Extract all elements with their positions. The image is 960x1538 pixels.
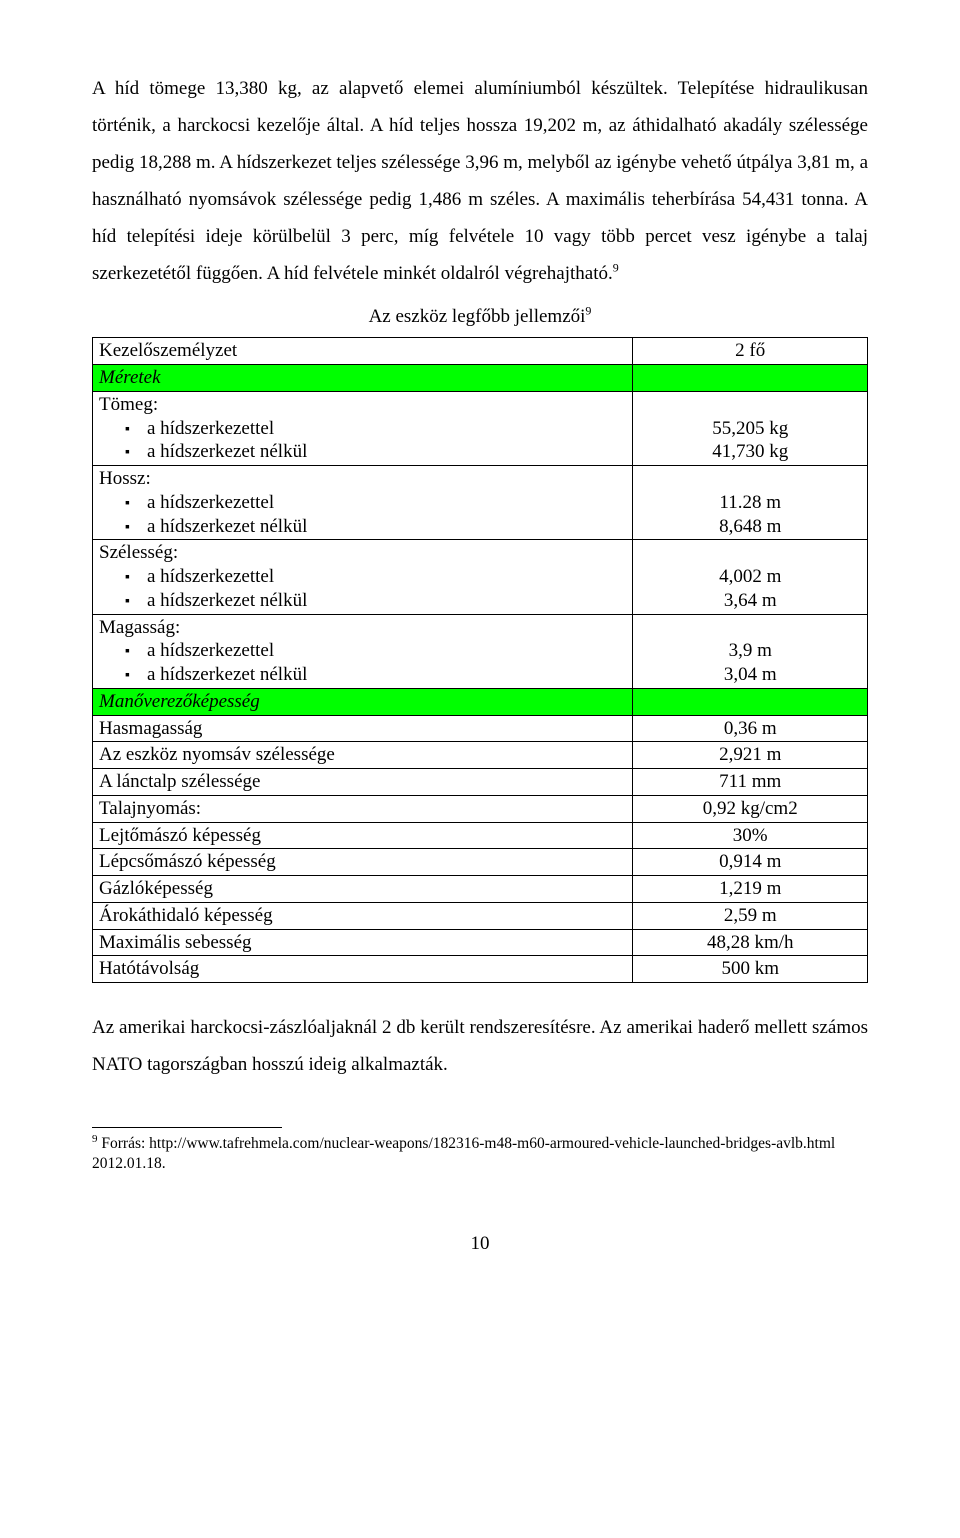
bullet-text: a hídszerkezet nélkül (147, 664, 307, 685)
cell-label: Lépcsőmászó képesség (93, 849, 633, 876)
bullet-text: a hídszerkezettel (147, 492, 274, 513)
cell-label: Magasság: a hídszerkezettel a hídszerkez… (93, 614, 633, 688)
section-row: Méretek (93, 365, 868, 392)
cell-label: Talajnyomás: (93, 795, 633, 822)
body-paragraph-1: A híd tömege 13,380 kg, az alapvető elem… (92, 70, 868, 292)
cell-label: Maximális sebesség (93, 929, 633, 956)
value-text: 3,64 m (639, 589, 861, 613)
table-row: Magasság: a hídszerkezettel a hídszerkez… (93, 614, 868, 688)
cell-value: 3,9 m 3,04 m (633, 614, 868, 688)
table-row: Szélesség: a hídszerkezettel a hídszerke… (93, 540, 868, 614)
cell-value: 55,205 kg 41,730 kg (633, 391, 868, 465)
cell-value: 1,219 m (633, 876, 868, 903)
value-text: 3,9 m (639, 639, 861, 663)
footnote-text: Forrás: http://www.tafrehmela.com/nuclea… (92, 1135, 835, 1172)
cell-label: A lánctalp szélessége (93, 769, 633, 796)
table-row: Az eszköz nyomsáv szélessége2,921 m (93, 742, 868, 769)
cell-value: 500 km (633, 956, 868, 983)
section-empty (633, 688, 868, 715)
cell-value: 11.28 m 8,648 m (633, 466, 868, 540)
specs-table: Kezelőszemélyzet 2 fő Méretek Tömeg: a h… (92, 337, 868, 983)
table-row: Hatótávolság500 km (93, 956, 868, 983)
value-text: 8,648 m (639, 515, 861, 539)
cell-label: Gázlóképesség (93, 876, 633, 903)
page-number: 10 (92, 1225, 868, 1262)
group-label: Hossz: (99, 468, 151, 489)
bullet-text: a hídszerkezet nélkül (147, 516, 307, 537)
bullet-text: a hídszerkezettel (147, 566, 274, 587)
footnote-separator (92, 1127, 282, 1128)
cell-label: Lejtőmászó képesség (93, 822, 633, 849)
cell-value: 0,914 m (633, 849, 868, 876)
table-row: Talajnyomás:0,92 kg/cm2 (93, 795, 868, 822)
value-text: 11.28 m (639, 491, 861, 515)
table-title-text: Az eszköz legfőbb jellemzői (369, 306, 586, 327)
cell-label: Az eszköz nyomsáv szélessége (93, 742, 633, 769)
section-label: Manőverezőképesség (93, 688, 633, 715)
cell-value: 48,28 km/h (633, 929, 868, 956)
cell-value: 2,59 m (633, 902, 868, 929)
cell-label: Hossz: a hídszerkezettel a hídszerkezet … (93, 466, 633, 540)
cell-label: Kezelőszemélyzet (93, 338, 633, 365)
group-label: Szélesség: (99, 542, 178, 563)
section-row: Manőverezőképesség (93, 688, 868, 715)
table-row: Maximális sebesség48,28 km/h (93, 929, 868, 956)
cell-value: 0,92 kg/cm2 (633, 795, 868, 822)
cell-value: 30% (633, 822, 868, 849)
table-row: Hossz: a hídszerkezettel a hídszerkezet … (93, 466, 868, 540)
value-text: 41,730 kg (639, 440, 861, 464)
table-row: Lépcsőmászó képesség0,914 m (93, 849, 868, 876)
table-title: Az eszköz legfőbb jellemzői9 (92, 298, 868, 335)
value-text: 4,002 m (639, 565, 861, 589)
bullet-text: a hídszerkezettel (147, 640, 274, 661)
section-empty (633, 365, 868, 392)
value-text: 3,04 m (639, 663, 861, 687)
table-row: Gázlóképesség1,219 m (93, 876, 868, 903)
cell-label: Árokáthidaló képesség (93, 902, 633, 929)
group-label: Tömeg: (99, 394, 158, 415)
table-row: Hasmagasság0,36 m (93, 715, 868, 742)
cell-value: 2 fő (633, 338, 868, 365)
cell-label: Tömeg: a hídszerkezettel a hídszerkezet … (93, 391, 633, 465)
value-text: 55,205 kg (639, 417, 861, 441)
bullet-text: a hídszerkezet nélkül (147, 441, 307, 462)
table-row: Lejtőmászó képesség30% (93, 822, 868, 849)
table-row: Tömeg: a hídszerkezettel a hídszerkezet … (93, 391, 868, 465)
bullet-text: a hídszerkezet nélkül (147, 590, 307, 611)
cell-value: 0,36 m (633, 715, 868, 742)
footnote-ref-title: 9 (585, 304, 591, 318)
cell-value: 711 mm (633, 769, 868, 796)
table-row: Kezelőszemélyzet 2 fő (93, 338, 868, 365)
cell-label: Szélesség: a hídszerkezettel a hídszerke… (93, 540, 633, 614)
cell-label: Hatótávolság (93, 956, 633, 983)
bullet-text: a hídszerkezettel (147, 418, 274, 439)
group-label: Magasság: (99, 617, 180, 638)
paragraph-text: A híd tömege 13,380 kg, az alapvető elem… (92, 78, 868, 284)
section-label: Méretek (93, 365, 633, 392)
cell-value: 2,921 m (633, 742, 868, 769)
table-row: A lánctalp szélessége711 mm (93, 769, 868, 796)
footnote: 9 Forrás: http://www.tafrehmela.com/nucl… (92, 1132, 868, 1174)
cell-value: 4,002 m 3,64 m (633, 540, 868, 614)
cell-label: Hasmagasság (93, 715, 633, 742)
table-row: Árokáthidaló képesség2,59 m (93, 902, 868, 929)
body-paragraph-2: Az amerikai harckocsi-zászlóaljaknál 2 d… (92, 1009, 868, 1083)
footnote-ref-inline: 9 (613, 261, 619, 275)
